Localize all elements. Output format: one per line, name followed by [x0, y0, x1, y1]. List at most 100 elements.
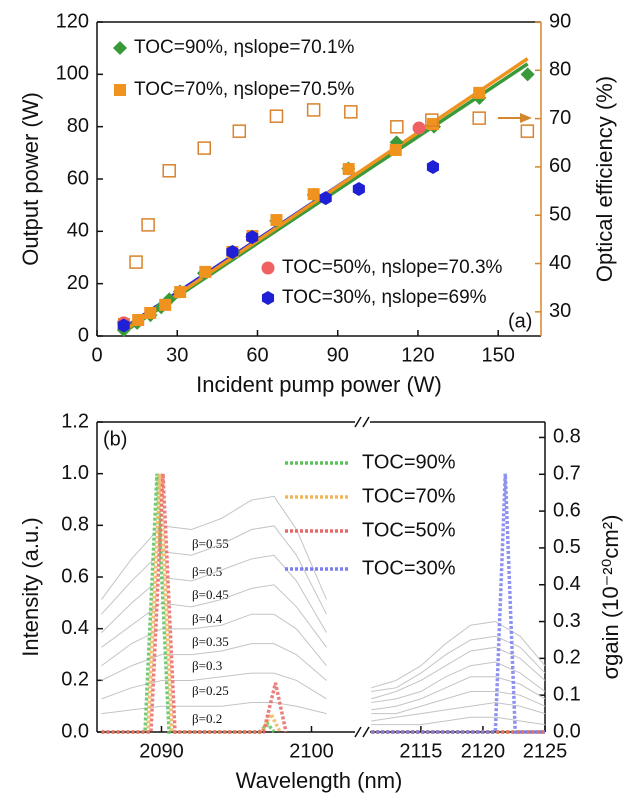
y2-tick-label: 0.4 — [553, 573, 581, 595]
marker — [226, 245, 239, 260]
x-axis-title: Wavelength (nm) — [236, 768, 403, 793]
marker — [342, 163, 355, 176]
y2-tick-label: 80 — [549, 59, 571, 81]
gain-curve — [101, 525, 546, 692]
gain-curve — [101, 702, 546, 726]
marker — [307, 188, 320, 201]
y2-tick-label: 60 — [549, 155, 571, 177]
y-tick-label: 0.2 — [61, 669, 89, 691]
marker — [141, 218, 155, 232]
spectrum-line — [371, 473, 545, 734]
legend-label: TOC=90% — [362, 451, 456, 473]
marker — [352, 181, 365, 196]
x-tick-label: 90 — [327, 344, 349, 366]
y2-tick-label: 40 — [549, 252, 571, 274]
marker — [344, 105, 358, 119]
y2-axis-title: Optical efficiency (%) — [592, 76, 617, 282]
x-tick-label: 2125 — [523, 740, 568, 762]
x-tick-label: 60 — [246, 344, 268, 366]
gain-curve — [101, 672, 546, 722]
y2-axis-title: σgain (10⁻²⁰cm²) — [598, 515, 623, 680]
y-tick-label: 0.8 — [61, 514, 89, 536]
gain-curve — [101, 613, 546, 711]
marker — [269, 109, 284, 123]
marker — [144, 306, 157, 319]
marker — [232, 124, 247, 138]
marker — [129, 255, 143, 269]
y-tick-label: 1.0 — [61, 462, 89, 484]
marker — [412, 121, 426, 135]
legend-label: TOC=70%, ηslope=70.5% — [134, 79, 355, 100]
y2-tick-label: 0.5 — [553, 536, 581, 558]
curve-label: β=0.2 — [192, 711, 222, 726]
x-tick-label: 2115 — [399, 740, 442, 762]
x-tick-label: 30 — [166, 344, 188, 366]
gain-curve — [101, 643, 546, 715]
y2-tick-label: 0.3 — [553, 610, 581, 632]
legend-marker — [261, 261, 275, 275]
y2-tick-label: 0.2 — [553, 647, 581, 669]
y-tick-label: 0.6 — [61, 565, 89, 587]
legend-label: TOC=30% — [362, 557, 456, 579]
y2-tick-label: 0.6 — [553, 499, 581, 521]
y-tick-label: 0.4 — [61, 617, 89, 639]
marker — [246, 230, 259, 245]
marker — [425, 113, 439, 127]
legend-marker — [114, 84, 126, 96]
gain-curve — [101, 554, 546, 700]
marker — [520, 124, 535, 138]
curve-label: β=0.4 — [192, 611, 223, 626]
arrow-head — [520, 113, 532, 123]
y2-tick-label: 90 — [549, 10, 571, 32]
marker — [159, 298, 172, 311]
y-tick-label: 0.0 — [61, 720, 89, 742]
panel-label: (a) — [508, 310, 532, 332]
y2-tick-label: 0.1 — [553, 683, 581, 705]
legend-marker — [261, 291, 275, 305]
y-tick-label: 80 — [67, 115, 89, 137]
curve-label: β=0.35 — [192, 634, 229, 649]
curve-label: β=0.45 — [192, 587, 229, 602]
x-tick-label: 150 — [482, 344, 515, 366]
y-axis-title: Output power (W) — [18, 92, 43, 266]
marker — [270, 214, 283, 227]
curve-label: β=0.55 — [192, 536, 229, 551]
marker — [197, 141, 212, 155]
marker — [174, 286, 187, 299]
x-tick-label: 2090 — [139, 740, 184, 762]
x-tick-label: 120 — [401, 344, 434, 366]
marker — [389, 143, 402, 156]
axis-break — [354, 416, 370, 738]
marker — [199, 265, 212, 278]
y-tick-label: 60 — [67, 167, 89, 189]
marker — [306, 103, 321, 117]
panel-label: (b) — [103, 428, 127, 450]
y2-tick-label: 0.7 — [553, 463, 581, 485]
marker — [473, 86, 486, 99]
gain-curve — [101, 495, 546, 689]
y2-tick-label: 0.0 — [553, 720, 581, 742]
y2-tick-label: 0.8 — [553, 426, 581, 448]
y2-tick-label: 70 — [549, 107, 571, 129]
x-tick-label: 2100 — [289, 740, 334, 762]
y-tick-label: 100 — [56, 63, 89, 85]
y-tick-label: 120 — [56, 10, 89, 32]
y-axis-title: Intensity (a.u.) — [18, 517, 43, 656]
x-tick-label: 0 — [91, 344, 102, 366]
marker — [426, 118, 439, 131]
x-tick-label: 2120 — [461, 740, 506, 762]
curve-label: β=0.3 — [192, 658, 222, 673]
marker — [162, 164, 176, 178]
marker — [132, 314, 145, 327]
legend-marker — [113, 41, 127, 55]
marker — [390, 120, 404, 134]
y-tick-label: 40 — [67, 220, 89, 242]
y2-tick-label: 30 — [549, 300, 571, 322]
y2-tick-label: 50 — [549, 204, 571, 226]
marker — [520, 67, 535, 82]
marker — [117, 318, 130, 333]
marker — [319, 191, 332, 206]
legend-label: TOC=70% — [362, 485, 456, 507]
